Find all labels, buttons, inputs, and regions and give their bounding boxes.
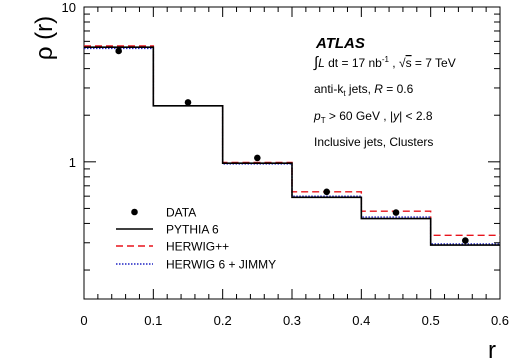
selection-label: Inclusive jets, Clusters xyxy=(314,135,433,149)
data-point xyxy=(462,237,469,244)
kinematic-cuts-label: pT > 60 GeV , |y| < 2.8 xyxy=(313,109,433,125)
data-point xyxy=(392,209,400,216)
legend-label-pythia-6: PYTHIA 6 xyxy=(166,223,219,237)
x-axis-title: r xyxy=(488,337,496,362)
legend-label-herwig-6-jimmy: HERWIG 6 + JIMMY xyxy=(166,258,276,272)
series-pythia-6-line xyxy=(84,46,500,246)
jet-algorithm-label: anti-kt jets, R = 0.6 xyxy=(314,82,414,98)
plot-area-border xyxy=(83,6,501,300)
x-tick-label: 0 xyxy=(80,313,87,328)
luminosity-label: ∫L dt = 17 nb-1 , √s = 7 TeV xyxy=(313,54,456,71)
y-tick-label: 10 xyxy=(62,0,76,15)
axis-ticks: 0 0.1 0.2 0.3 0.4 0.5 0.6 1 10 xyxy=(62,0,510,328)
legend-label-data: DATA xyxy=(166,206,196,220)
experiment-label: ATLAS xyxy=(315,35,365,52)
legend-marker-data xyxy=(131,208,138,216)
plot-frame xyxy=(83,6,501,300)
data-point xyxy=(115,47,122,55)
series-layer xyxy=(84,45,500,246)
series-herwig-line xyxy=(84,45,500,237)
x-tick-label: 0.4 xyxy=(352,313,370,328)
series-herwig-6-jimmy-line xyxy=(84,47,500,245)
y-axis-title: ρ (r) xyxy=(31,16,58,60)
x-tick-label: 0.6 xyxy=(491,313,509,328)
x-tick-label: 0.3 xyxy=(283,313,301,328)
x-tick-label: 0.2 xyxy=(214,313,232,328)
legend-label-herwig: HERWIG++ xyxy=(166,240,229,254)
annotation-block: ATLAS ∫L dt = 17 nb-1 , √s = 7 TeV anti-… xyxy=(313,35,456,149)
x-tick-label: 0.5 xyxy=(422,313,440,328)
data-point xyxy=(254,154,261,162)
y-tick-label: 1 xyxy=(69,155,76,170)
legend: DATA PYTHIA 6 HERWIG++ HERWIG 6 + JIMMY xyxy=(116,206,276,272)
data-point xyxy=(184,99,192,106)
data-point xyxy=(323,188,330,196)
x-tick-label: 0.1 xyxy=(144,313,162,328)
